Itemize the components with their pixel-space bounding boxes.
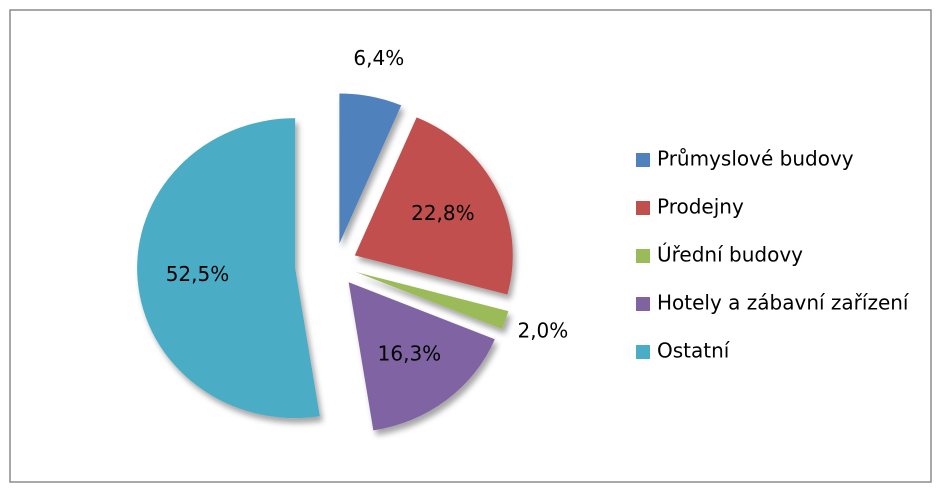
- pie-slice: [137, 118, 320, 419]
- legend-label: Ostatní: [657, 339, 731, 363]
- data-label: 6,4%: [353, 46, 404, 70]
- legend-swatch: [636, 201, 650, 215]
- legend-label: Hotely a zábavní zařízení: [657, 291, 910, 315]
- pie-slice: [355, 272, 509, 330]
- legend-label: Prodejny: [657, 195, 744, 219]
- pie-slice: [354, 117, 513, 295]
- legend-swatch: [636, 297, 650, 311]
- data-label: 16,3%: [378, 342, 442, 366]
- legend-label: Průmyslové budovy: [657, 147, 854, 171]
- pie-slice: [348, 282, 495, 431]
- data-label: 2,0%: [517, 319, 568, 343]
- pie-slice: [339, 93, 402, 244]
- legend-swatch: [636, 345, 650, 359]
- legend-swatch: [636, 249, 650, 263]
- legend-swatch: [636, 153, 650, 167]
- pie: [137, 93, 513, 431]
- data-label: 22,8%: [411, 201, 475, 225]
- data-label: 52,5%: [166, 262, 230, 286]
- legend-label: Úřední budovy: [657, 243, 803, 267]
